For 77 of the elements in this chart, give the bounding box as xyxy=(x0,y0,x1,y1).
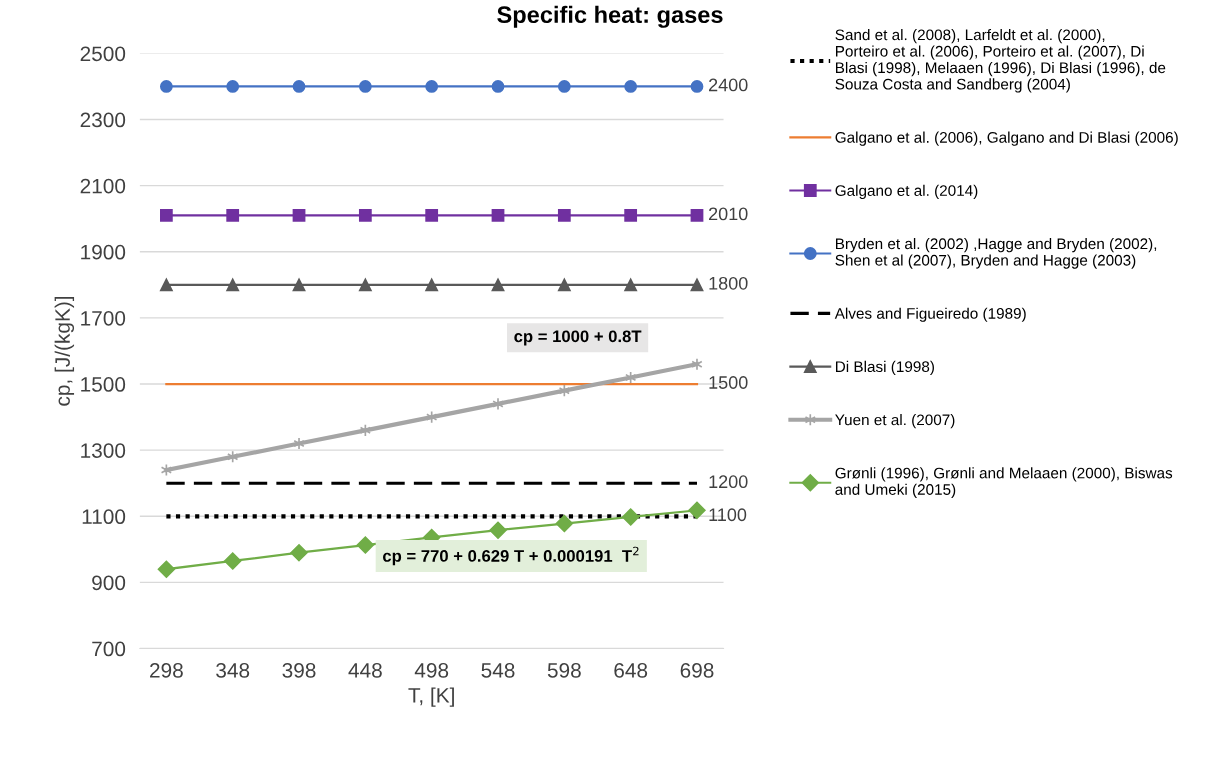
chart-title: Specific heat: gases xyxy=(497,5,723,28)
point xyxy=(224,552,242,570)
point xyxy=(292,278,306,292)
point xyxy=(690,209,704,222)
y-tick-label: 700 xyxy=(92,641,126,657)
point xyxy=(688,501,706,520)
point xyxy=(557,278,571,292)
point xyxy=(624,80,638,93)
y-tick-label: 1300 xyxy=(81,443,126,458)
legend-label: Galgano et al. (2014) xyxy=(835,184,978,200)
point xyxy=(624,278,638,292)
y-tick-label: 900 xyxy=(92,575,126,591)
point xyxy=(491,278,505,292)
annotation: 1100 xyxy=(709,508,747,522)
legend-label: Di Blasi (1998) xyxy=(835,360,934,376)
annotation: cp = 770 + 0.629 T + 0.000191 T$^{2}$ xyxy=(383,546,639,566)
point xyxy=(356,536,375,554)
point xyxy=(690,278,704,292)
point xyxy=(157,560,176,578)
x-tick-label: 498 xyxy=(414,662,449,678)
x-axis-title: T, [K] xyxy=(408,687,454,707)
y-tick-label: 1700 xyxy=(81,310,126,326)
annotation: 1500 xyxy=(709,376,748,389)
point xyxy=(557,80,571,93)
point xyxy=(358,278,372,292)
point xyxy=(358,80,372,93)
legend-label: Grønli (1996), Grønli and Melaaen (2000), Biswas and Umeki (2015) xyxy=(835,467,1173,498)
y-tick-label: 1500 xyxy=(81,377,126,392)
y-tick-label: 1900 xyxy=(81,244,126,260)
annotation: 1800 xyxy=(709,276,748,290)
point xyxy=(290,543,308,562)
point xyxy=(426,410,438,424)
point xyxy=(491,209,505,222)
point xyxy=(159,278,173,292)
x-tick-label: 598 xyxy=(547,662,581,678)
point xyxy=(425,209,439,222)
y-tick-label: 2100 xyxy=(80,178,126,194)
x-tick-label: 348 xyxy=(216,662,250,678)
point xyxy=(293,437,305,450)
point xyxy=(226,209,240,222)
annotation: 2010 xyxy=(709,207,748,221)
point xyxy=(621,508,640,526)
legend-label: Yuen et al. (2007) xyxy=(835,414,955,429)
legend-label: Bryden et al. (2002) ,Hagge and Bryden (2002), Shen et al (2007), Bryden and Hagge (2003) xyxy=(835,237,1157,269)
legend-label: Sand et al. (2008), Larfeldt et al. (2000), Porteiro et al. (2006), Porteiro et al. (2007), Di Blasi (1998), Melaaen (1996), Di Blasi (1996), de Souza Costa and Sandberg (2004) xyxy=(835,29,1166,93)
point xyxy=(159,80,173,93)
x-tick-label: 698 xyxy=(680,662,714,678)
point xyxy=(491,80,505,93)
annotation: 1200 xyxy=(709,475,748,489)
x-tick-label: 298 xyxy=(150,662,183,678)
point xyxy=(557,209,571,222)
x-tick-label: 648 xyxy=(614,662,648,678)
point xyxy=(555,514,574,533)
y-axis-title: cp, [J/(kgK)] xyxy=(54,296,75,406)
point xyxy=(492,397,504,411)
point xyxy=(489,521,507,539)
point xyxy=(690,80,704,93)
x-tick-label: 548 xyxy=(481,662,515,678)
annotation: cp = 1000 + 0.8T xyxy=(514,330,642,346)
point xyxy=(226,80,240,93)
point xyxy=(159,209,173,222)
point xyxy=(226,278,240,292)
y-tick-label: 1100 xyxy=(82,509,126,525)
y-tick-label: 2300 xyxy=(80,112,126,128)
y-tick-label: 2500 xyxy=(80,46,126,62)
point xyxy=(425,80,439,93)
point xyxy=(292,80,306,93)
annotation: 2400 xyxy=(709,78,748,92)
point xyxy=(292,209,306,222)
point xyxy=(691,357,703,371)
legend-label: Alves and Figueiredo (1989) xyxy=(834,307,1026,322)
x-tick-label: 448 xyxy=(348,662,382,678)
x-tick-label: 398 xyxy=(282,662,316,678)
legend-label: Galgano et al. (2006), Galgano and Di Blasi (2006) xyxy=(835,131,1178,146)
point xyxy=(425,278,439,292)
point xyxy=(624,209,638,222)
point xyxy=(358,209,372,222)
